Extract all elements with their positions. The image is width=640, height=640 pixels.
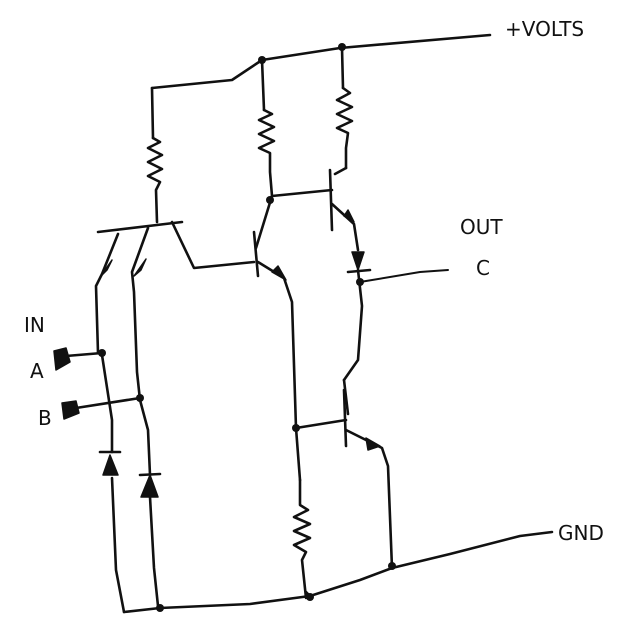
junction-dots: [98, 43, 396, 612]
output-lead: [359, 269, 449, 283]
resistor-r1: [146, 136, 164, 224]
input-diodes: [98, 353, 162, 614]
output-c-label: C: [476, 256, 490, 280]
ground-label: GND: [558, 521, 604, 545]
output-diode: [342, 251, 372, 382]
output-heading-label: OUT: [460, 215, 503, 239]
input-a-label: A: [30, 359, 44, 383]
upper-output-transistor: [328, 166, 360, 252]
ground-rail: [122, 530, 554, 614]
input-heading-label: IN: [24, 313, 45, 337]
resistor-r2: [257, 108, 276, 198]
resistor-r4: [292, 478, 312, 600]
lower-output-transistor: [294, 378, 394, 570]
input-b-label: B: [38, 406, 52, 430]
input-b-lead: [61, 396, 142, 420]
input-transistor: [94, 220, 256, 402]
supply-rail: [150, 33, 492, 140]
supply-label: +VOLTS: [505, 17, 584, 41]
phase-splitter-transistor: [252, 188, 334, 482]
input-a-lead: [53, 347, 104, 371]
resistor-r3: [335, 86, 354, 170]
